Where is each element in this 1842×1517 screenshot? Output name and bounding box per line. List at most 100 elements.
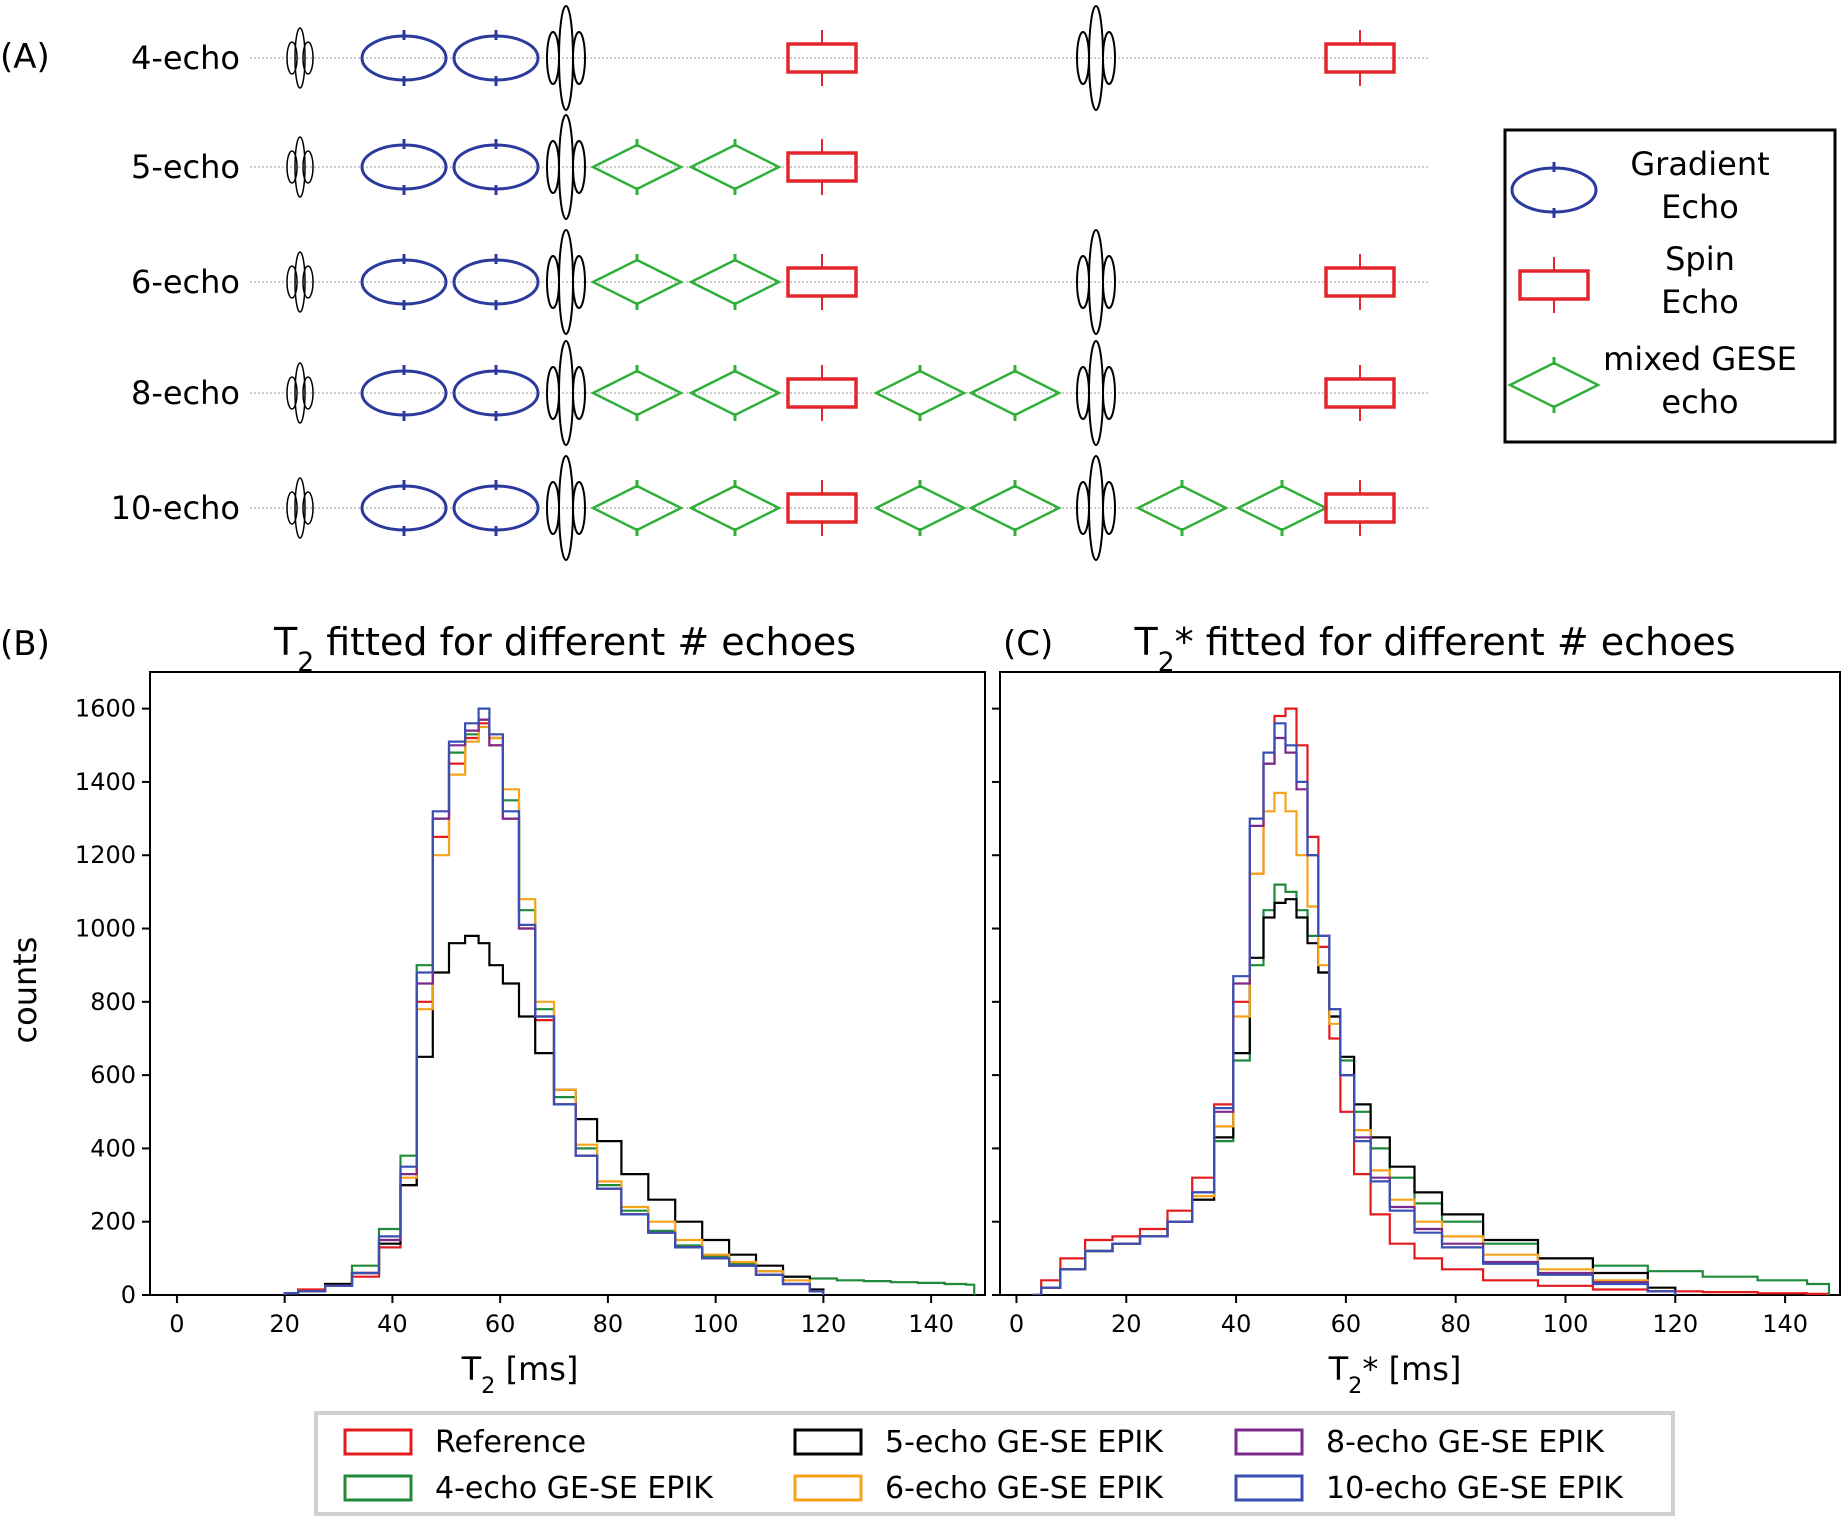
sequence-legend-label: mixed GESE: [1603, 340, 1797, 378]
gradient-echo-icon: [452, 254, 540, 310]
t2-histogram-chart: 0 20 40 60 80 100 120 1400200400600800100012001…: [75, 671, 986, 1338]
x-tick-label: 60: [1331, 1310, 1362, 1338]
panel-label-a: (A): [0, 37, 50, 77]
series-legend-item: 5-echo GE-SE EPIK: [793, 1425, 1164, 1460]
gradient-echo-icon: [360, 30, 448, 86]
mixed-gese-echo-icon: [688, 254, 782, 310]
sequence-legend: Gradient Echo Spin Echo mixed GESE echo: [1503, 128, 1837, 444]
series-legend-item: 8-echo GE-SE EPIK: [1234, 1425, 1605, 1460]
sequence-legend-label: Echo: [1661, 188, 1739, 226]
sequence-legend-item: mixed GESE echo: [1507, 340, 1797, 421]
gradient-echo-icon: [360, 139, 448, 195]
histogram-series-line: [283, 718, 976, 1295]
sequence-row: 4-echo: [131, 5, 1430, 111]
sequence-row-label: 4-echo: [131, 39, 240, 77]
plot-area: [149, 671, 986, 1296]
refocusing-pulse-icon: [1076, 5, 1116, 111]
x-tick-label: 80: [593, 1310, 624, 1338]
mixed-gese-echo-icon: [688, 480, 782, 536]
series-legend-label: Reference: [435, 1425, 586, 1460]
mixed-gese-echo-icon: [873, 480, 967, 536]
x-tick-label: 120: [800, 1310, 846, 1338]
sequence-row: 8-echo: [131, 340, 1430, 446]
spin-echo-icon: [1324, 30, 1396, 86]
x-tick-label: 80: [1440, 1310, 1471, 1338]
x-tick-label: 140: [1762, 1310, 1808, 1338]
histogram-series-line: [1032, 791, 1677, 1295]
x-tick-label: 100: [1543, 1310, 1589, 1338]
series-swatch: [343, 1474, 413, 1502]
panel-label-c: (C): [1003, 624, 1053, 664]
x-axis-label-t2: T2 [ms]: [461, 1350, 579, 1399]
sequence-row-label: 6-echo: [131, 263, 240, 301]
gradient-echo-icon: [1510, 162, 1598, 218]
mixed-gese-echo-icon: [590, 254, 684, 310]
x-tick-label: 100: [693, 1310, 739, 1338]
gradient-echo-icon: [360, 480, 448, 536]
series-legend-label: 10-echo GE-SE EPIK: [1326, 1471, 1624, 1506]
spin-echo-icon: [786, 365, 858, 421]
t2-histogram-panel: (B) T2 fitted for different # echoes cou…: [0, 620, 986, 1399]
mixed-gese-echo-icon: [590, 480, 684, 536]
spin-echo-icon: [786, 30, 858, 86]
y-tick-label: 0: [121, 1281, 136, 1309]
mixed-gese-echo-icon: [688, 365, 782, 421]
histogram-series-line: [283, 707, 825, 1295]
x-tick-label: 60: [485, 1310, 516, 1338]
series-legend-box: [314, 1411, 1675, 1516]
histogram-series-line: [1032, 722, 1677, 1295]
series-legend-label: 5-echo GE-SE EPIK: [885, 1425, 1164, 1460]
t2star-histogram-panel: (C) T2* fitted for different # echoes T2…: [992, 620, 1841, 1399]
t2star-histogram-chart: 0 20 40 60 80 100 120 140: [992, 671, 1841, 1338]
mixed-gese-echo-icon: [688, 139, 782, 195]
gradient-echo-icon: [452, 30, 540, 86]
y-tick-label: 1200: [75, 841, 136, 869]
refocusing-pulse-icon: [546, 229, 586, 335]
series-legend-label: 8-echo GE-SE EPIK: [1326, 1425, 1605, 1460]
sequence-row-label: 5-echo: [131, 148, 240, 186]
mixed-gese-echo-icon: [873, 365, 967, 421]
panel-label-b: (B): [0, 624, 50, 664]
series-legend-item: 6-echo GE-SE EPIK: [793, 1471, 1164, 1506]
sequence-legend-label: Spin: [1665, 240, 1735, 278]
gradient-echo-icon: [452, 139, 540, 195]
y-tick-label: 400: [90, 1134, 136, 1162]
spin-echo-icon: [786, 254, 858, 310]
excitation-pulse-icon: [286, 477, 314, 539]
sequence-legend-label: Gradient: [1630, 145, 1769, 183]
series-swatch: [1234, 1428, 1304, 1456]
excitation-pulse-icon: [286, 362, 314, 424]
x-tick-label: 40: [1221, 1310, 1252, 1338]
x-tick-label: 20: [1111, 1310, 1142, 1338]
series-swatch: [1234, 1474, 1304, 1502]
x-tick-label: 0: [1009, 1310, 1024, 1338]
x-tick-label: 0: [169, 1310, 184, 1338]
spin-echo-icon: [786, 139, 858, 195]
refocusing-pulse-icon: [546, 5, 586, 111]
series-legend-item: 10-echo GE-SE EPIK: [1234, 1471, 1624, 1506]
series-legend-item: 4-echo GE-SE EPIK: [343, 1471, 714, 1506]
y-tick-label: 1600: [75, 695, 136, 723]
x-tick-label: 40: [377, 1310, 408, 1338]
mixed-gese-echo-icon: [590, 365, 684, 421]
refocusing-pulse-icon: [1076, 340, 1116, 446]
series-swatch: [343, 1428, 413, 1456]
plot-area: [999, 671, 1841, 1296]
refocusing-pulse-icon: [1076, 455, 1116, 561]
spin-echo-icon: [786, 480, 858, 536]
spin-echo-icon: [1518, 257, 1590, 313]
series-legend-label: 4-echo GE-SE EPIK: [435, 1471, 714, 1506]
mixed-gese-echo-icon: [1507, 357, 1601, 413]
histogram-series-line: [1032, 707, 1831, 1295]
y-tick-label: 200: [90, 1208, 136, 1236]
histogram-series-line: [1032, 736, 1677, 1295]
sequence-legend-item: Spin Echo: [1518, 240, 1739, 321]
excitation-pulse-icon: [286, 27, 314, 89]
mixed-gese-echo-icon: [968, 480, 1062, 536]
sequence-diagram-panel: (A) 4-echo 5-echo 6-echo 8-echo 10-echo Grad…: [0, 5, 1837, 561]
sequence-row: 6-echo: [131, 229, 1430, 335]
y-tick-label: 1000: [75, 915, 136, 943]
chart-title-t2star: T2* fitted for different # echoes: [1133, 620, 1735, 678]
x-axis-label-t2star: T2* [ms]: [1328, 1350, 1462, 1399]
y-tick-label: 600: [90, 1061, 136, 1089]
